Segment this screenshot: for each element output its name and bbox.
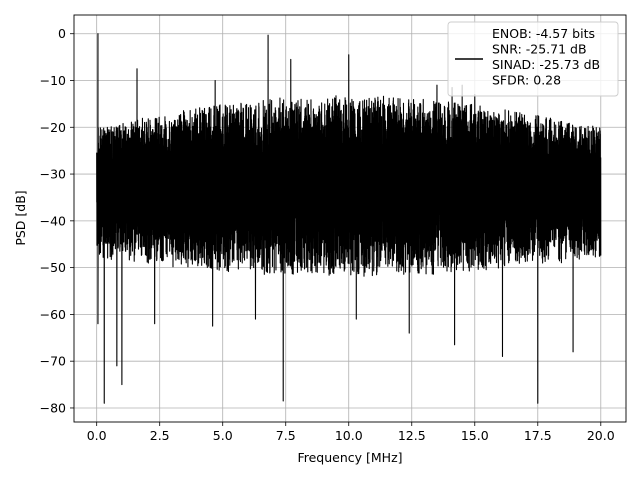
legend-text-line: SNR: -25.71 dB [492, 42, 587, 57]
y-tick-label: −80 [40, 400, 66, 415]
x-tick-label: 20.0 [587, 428, 615, 443]
legend-text-line: SFDR: 0.28 [492, 73, 561, 88]
x-axis-label: Frequency [MHz] [297, 450, 402, 465]
y-tick-label: −50 [40, 260, 66, 275]
y-tick-label: −40 [40, 213, 66, 228]
y-tick-label: 0 [58, 26, 66, 41]
y-tick-label: −60 [40, 307, 66, 322]
x-tick-label: 17.5 [524, 428, 552, 443]
y-tick-label: −70 [40, 354, 66, 369]
x-tick-label: 0.0 [87, 428, 107, 443]
legend-text-line: ENOB: -4.57 bits [492, 26, 595, 41]
x-tick-label: 7.5 [276, 428, 296, 443]
ticks: 0.0 2.5 5.0 7.5 10.0 12.5 15.0 17.5 20.0 0 −10 −20 −… [40, 26, 615, 443]
legend-text: ENOB: -4.57 bits SNR: -25.71 dB SINAD: -25… [492, 26, 600, 88]
psd-series-line [96, 33, 602, 404]
x-tick-label: 2.5 [150, 428, 170, 443]
x-tick-label: 5.0 [213, 428, 233, 443]
series-group [96, 33, 602, 404]
y-tick-label: −10 [40, 73, 66, 88]
legend-text-line: SINAD: -25.73 dB [492, 57, 600, 72]
x-tick-label: 12.5 [398, 428, 426, 443]
legend-box [447, 21, 619, 97]
legend: ENOB: -4.57 bits SNR: -25.71 dB SINAD: -25… [447, 21, 619, 97]
x-tick-label: 10.0 [335, 428, 363, 443]
x-tick-label: 15.0 [461, 428, 489, 443]
y-tick-label: −20 [40, 120, 66, 135]
plot-frame [73, 14, 627, 423]
y-axis-label: PSD [dB] [13, 190, 28, 245]
y-tick-label: −30 [40, 167, 66, 182]
